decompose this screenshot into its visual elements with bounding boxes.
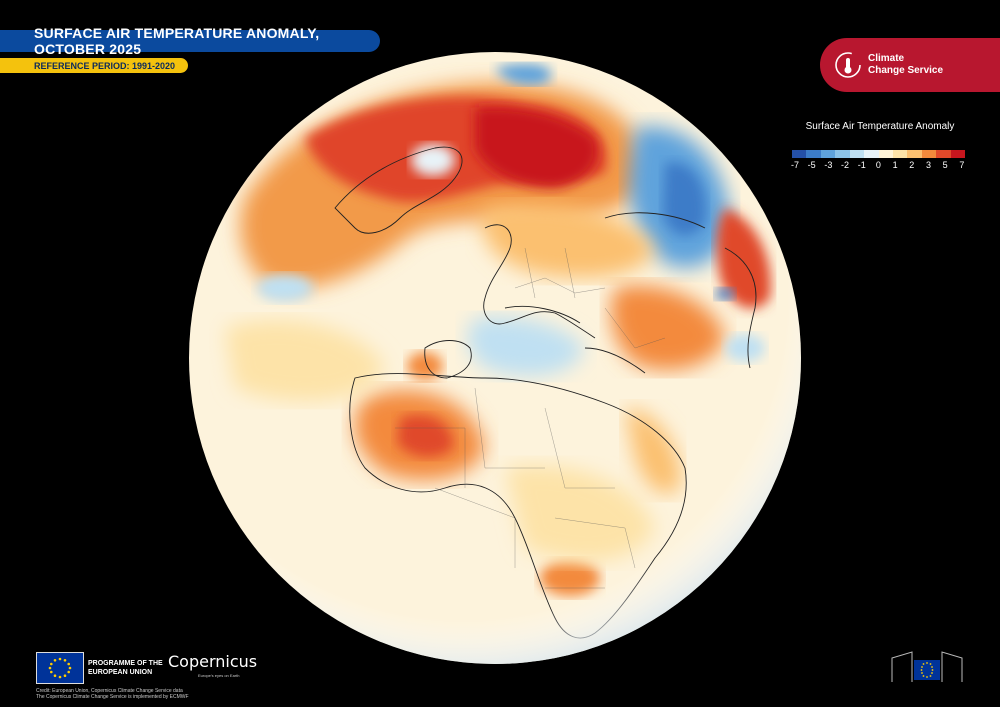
legend-tick: -1 [857, 160, 866, 170]
climate-change-service-badge: Climate Change Service [820, 38, 1000, 92]
reference-period: REFERENCE PERIOD: 1991-2020 [0, 58, 188, 73]
legend-ticks: -7 -5 -3 -2 -1 0 1 2 3 5 7 [788, 160, 969, 172]
legend-tick: -7 [790, 160, 799, 170]
legend-color-swatch [878, 150, 893, 158]
legend-tick: 5 [942, 160, 948, 170]
badge-text: Climate Change Service [868, 53, 943, 77]
map-title: SURFACE AIR TEMPERATURE ANOMALY, OCTOBER… [0, 25, 380, 57]
legend-color-swatch [907, 150, 922, 158]
legend-title: Surface Air Temperature Anomaly [805, 121, 955, 132]
programme-line-2: EUROPEAN UNION [88, 669, 153, 676]
legend-tick: -5 [807, 160, 816, 170]
legend-color-swatch [820, 150, 836, 158]
legend-tick: 0 [875, 160, 881, 170]
legend-tick: 2 [909, 160, 915, 170]
copernicus-tagline: Europe's eyes on Earth [198, 673, 240, 678]
legend-color-swatch [950, 150, 966, 158]
credit-line-2: The Copernicus Climate Change Service is… [36, 694, 189, 700]
legend-color-swatch [849, 150, 865, 158]
programme-label: PROGRAMME OF THE EUROPEAN UNION [88, 659, 163, 677]
copernicus-logo: Copernicus [168, 652, 258, 671]
credit-text: Credit: European Union, Copernicus Clima… [36, 688, 189, 700]
eu-flag-logo [36, 652, 84, 684]
legend-color-swatch [835, 150, 850, 158]
legend-color-swatch [806, 150, 821, 158]
globe-limb-shading [189, 52, 801, 664]
legend-tick: 1 [892, 160, 898, 170]
legend-tick: -3 [824, 160, 833, 170]
globe-svg [189, 52, 801, 664]
thermometer-icon [835, 52, 861, 78]
legend-tick: 3 [925, 160, 931, 170]
credit-line-1: Credit: European Union, Copernicus Clima… [36, 688, 183, 694]
eu-stars-icon [48, 657, 72, 679]
legend-color-swatch [936, 150, 951, 158]
legend-tick: -2 [841, 160, 850, 170]
badge-line-1: Climate [868, 53, 905, 64]
programme-line-1: PROGRAMME OF THE [88, 660, 163, 667]
legend-colorbar [792, 150, 966, 158]
legend-tick: 7 [959, 160, 965, 170]
european-commission-logo [891, 651, 963, 682]
globe-map [185, 48, 805, 668]
legend-color-swatch [792, 150, 807, 158]
legend-color-swatch [892, 150, 908, 158]
badge-line-2: Change Service [868, 65, 944, 76]
legend-color-swatch [921, 150, 937, 158]
legend-color-swatch [864, 150, 879, 158]
